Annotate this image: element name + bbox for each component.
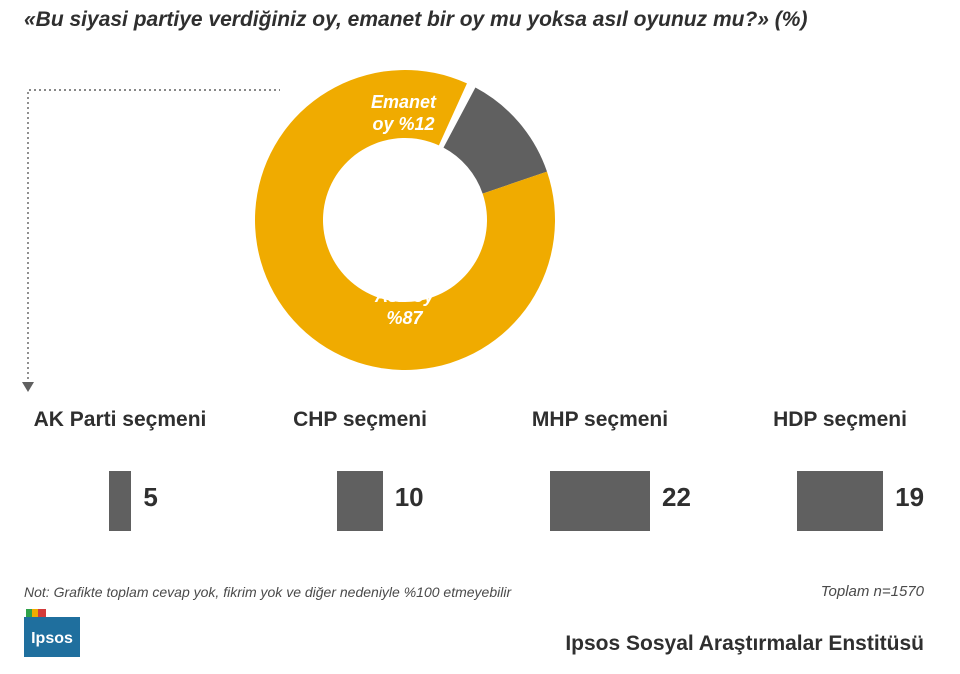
bar-box: 19	[720, 466, 960, 536]
party-col-hdp: HDP seçmeni 19	[720, 408, 960, 536]
bar	[109, 471, 132, 531]
party-col-ak: AK Parti seçmeni 5	[0, 408, 240, 536]
bar-box: 22	[480, 466, 720, 536]
party-header: CHP seçmeni	[240, 408, 480, 432]
bar-box: 5	[0, 466, 240, 536]
bar-value: 10	[395, 482, 424, 513]
donut-label-emanet: Emanet oy %12	[371, 92, 436, 135]
donut-callout-line	[20, 60, 280, 400]
footer-org: Ipsos Sosyal Araştırmalar Enstitüsü	[565, 632, 924, 656]
svg-text:Ipsos: Ipsos	[31, 630, 73, 647]
party-col-chp: CHP seçmeni 10	[240, 408, 480, 536]
party-bars: AK Parti seçmeni 5 CHP seçmeni 10 MHP se…	[0, 408, 960, 536]
party-header: AK Parti seçmeni	[0, 408, 240, 432]
bar-value: 5	[143, 482, 157, 513]
donut-chart: Emanet oy %12 Asıl oy %87	[255, 70, 555, 370]
sample-size: Toplam n=1570	[821, 583, 924, 600]
bar	[337, 471, 382, 531]
footnote: Not: Grafikte toplam cevap yok, fikrim y…	[24, 584, 511, 600]
bar-value: 22	[662, 482, 691, 513]
bar-box: 10	[240, 466, 480, 536]
page-title: «Bu siyasi partiye verdiğiniz oy, emanet…	[24, 8, 807, 32]
bar	[797, 471, 883, 531]
party-header: HDP seçmeni	[720, 408, 960, 432]
donut-label-asil: Asıl oy %87	[375, 286, 434, 329]
ipsos-logo: Ipsos	[24, 609, 84, 662]
bar	[550, 471, 650, 531]
bar-value: 19	[895, 482, 924, 513]
party-header: MHP seçmeni	[480, 408, 720, 432]
party-col-mhp: MHP seçmeni 22	[480, 408, 720, 536]
